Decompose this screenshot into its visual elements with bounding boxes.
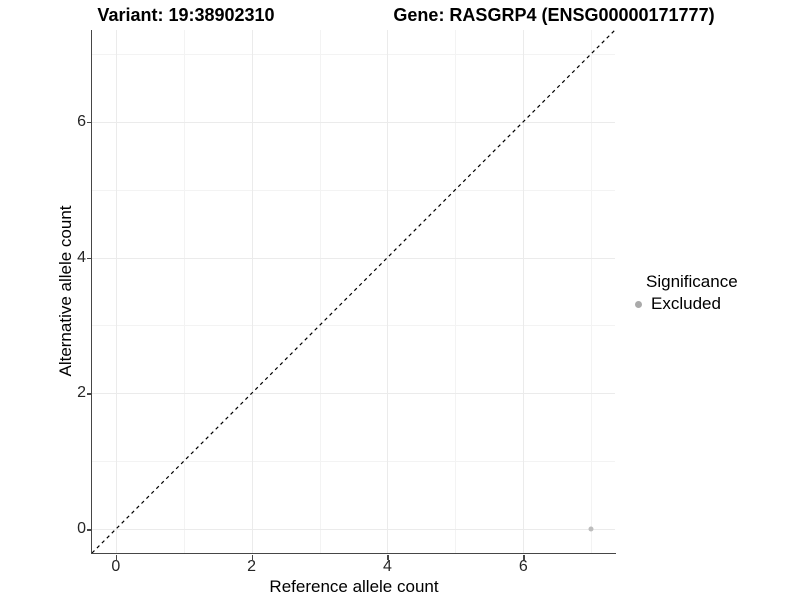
grid-major-v (387, 30, 389, 553)
variant-title: Variant: 19:38902310 (97, 5, 275, 25)
y-tick-mark (87, 121, 92, 123)
y-tick-mark (87, 393, 92, 395)
grid-major-h (92, 529, 615, 531)
grid-major-v (115, 30, 117, 553)
y-tick-label: 4 (77, 248, 86, 266)
legend-item-excluded: Excluded (630, 294, 738, 314)
y-tick-mark (87, 529, 92, 531)
grid-minor-h (92, 461, 615, 463)
y-tick-mark (87, 257, 92, 259)
x-axis-line (91, 553, 616, 555)
x-axis-title: Reference allele count (269, 577, 439, 596)
data-point-excluded (588, 526, 594, 532)
y-tick-label: 2 (77, 384, 86, 402)
legend-title: Significance (646, 272, 738, 291)
x-tick-mark (115, 554, 118, 560)
x-tick-mark (387, 554, 389, 560)
x-tick-mark (251, 554, 253, 560)
grid-major-v (251, 30, 253, 553)
grid-minor-v (183, 30, 185, 553)
grid-minor-h (92, 325, 615, 327)
legend: Significance Excluded (630, 272, 738, 314)
x-tick-mark (523, 554, 525, 560)
x-tick-label: 4 (383, 558, 392, 575)
x-tick-label: 6 (518, 558, 528, 575)
x-tick-label: 2 (247, 558, 257, 575)
excluded-dot-icon (635, 300, 642, 308)
grid-minor-h (92, 53, 615, 55)
y-tick-label: 0 (77, 520, 86, 538)
plot-panel (91, 29, 616, 554)
grid-minor-v (591, 30, 593, 553)
grid-major-v (523, 30, 525, 553)
legend-item-label: Excluded (651, 294, 721, 313)
gene-title: Gene: RASGRP4 (ENSG00000171777) (393, 5, 715, 25)
y-tick-label: 6 (77, 112, 86, 130)
x-tick-label: 0 (111, 558, 121, 575)
y-axis-line (91, 30, 93, 554)
grid-minor-h (92, 189, 615, 191)
grid-minor-v (319, 30, 321, 553)
grid-major-h (92, 121, 615, 123)
y-axis-title: Alternative allele count (56, 205, 75, 377)
grid-major-h (92, 393, 615, 395)
identity-line (91, 29, 616, 554)
grid-major-h (92, 257, 615, 259)
grid-minor-v (455, 30, 457, 553)
